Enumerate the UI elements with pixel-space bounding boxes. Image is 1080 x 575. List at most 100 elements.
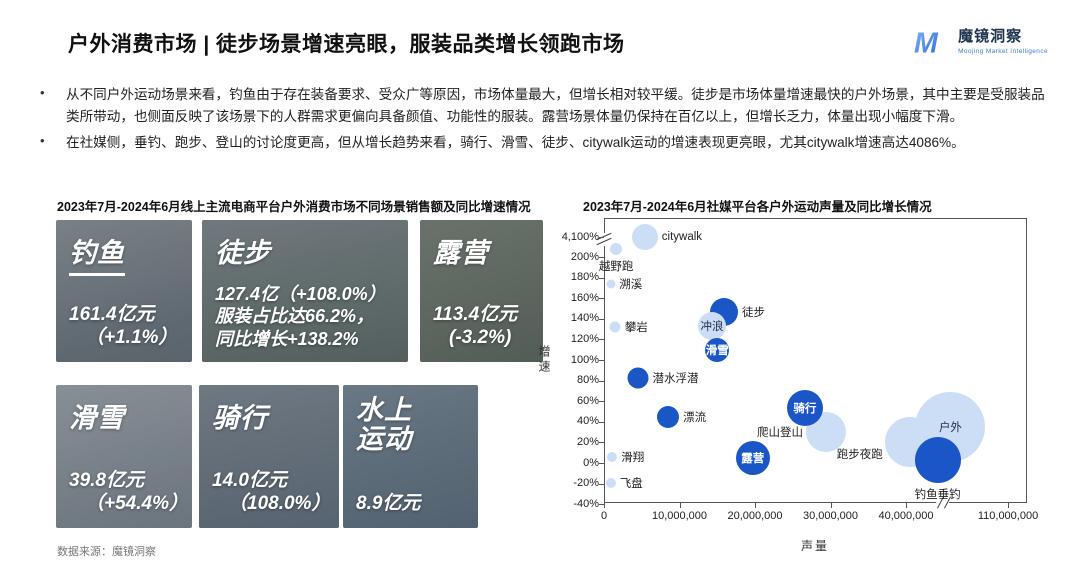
- card-title: 钓鱼: [69, 231, 125, 276]
- y-tick-mark: [599, 421, 604, 423]
- card-title: 滑雪: [69, 403, 125, 433]
- plot-area: [604, 218, 1027, 503]
- x-tick-label: 20,000,000: [727, 510, 783, 522]
- bubble: [606, 279, 616, 289]
- scene-card-fishing: 钓鱼 161.4亿元 （+1.1%）: [56, 220, 192, 362]
- y-tick-label: 4,100%: [561, 230, 599, 243]
- y-tick-mark: [599, 401, 604, 403]
- card-title: 骑行: [212, 403, 268, 433]
- y-tick-mark: [599, 463, 604, 464]
- card-metric-line: （+1.1%）: [85, 327, 178, 349]
- card-metric-line: 127.4亿（+108.0%）: [215, 283, 386, 304]
- card-overlay: [343, 385, 478, 528]
- bubble-label: 骑行: [793, 403, 817, 416]
- bubble: [914, 436, 961, 483]
- card-title: 水上运动: [356, 395, 412, 455]
- bubble-label: 溯溪: [619, 278, 643, 291]
- svg-text:M: M: [914, 27, 939, 58]
- card-metric-line: 服装占比达66.2%，: [215, 306, 375, 326]
- x-tick-label: 30,000,000: [802, 510, 859, 522]
- y-tick-label: 80%: [576, 374, 599, 387]
- card-title: 露营: [433, 238, 489, 268]
- bubble: [605, 477, 616, 488]
- bubble-label: 徒步: [742, 306, 766, 319]
- card-title: 徒步: [215, 238, 271, 268]
- y-tick-mark: [599, 277, 604, 279]
- bullet-item: • 在社媒侧，垂钓、跑步、登山的讨论度更高，但从增长趋势来看，骑行、滑雪、徒步、…: [40, 132, 1052, 154]
- x-axis-break: [934, 495, 952, 511]
- card-metric-line: 39.8亿元: [69, 469, 144, 491]
- y-tick-mark: [599, 380, 604, 382]
- bubble-label: 滑雪: [705, 344, 729, 357]
- bubble-label: 钓鱼垂钓: [914, 488, 961, 501]
- card-metric-line: 14.0亿元: [212, 469, 287, 491]
- bubble-label: 漂流: [683, 411, 707, 424]
- brand-logo: M 魔镜洞察 Moojing Market Intelligence: [913, 26, 1048, 58]
- y-tick-mark: [599, 318, 604, 320]
- y-tick-label: 120%: [570, 332, 599, 345]
- y-axis-break: [596, 232, 612, 246]
- card-overlay: [420, 220, 543, 362]
- bubble-label: 攀岩: [624, 322, 648, 335]
- page-title: 户外消费市场 | 徒步场景增速亮眼，服装品类增长领跑市场: [68, 33, 625, 56]
- x-tick-mark: [679, 503, 681, 508]
- y-tick-label: 40%: [576, 415, 599, 428]
- bubble-label: 滑翔: [621, 451, 645, 464]
- bullet-marker: •: [40, 85, 45, 100]
- bubble-label: 爬山登山: [756, 427, 803, 440]
- bubble: [657, 405, 680, 428]
- card-metric-line: 113.4亿元: [433, 303, 518, 325]
- y-tick-label: 20%: [576, 435, 599, 448]
- bubble: [609, 321, 621, 333]
- left-chart-title: 2023年7月-2024年6月线上主流电商平台户外消费市场不同场景销售额及同比增…: [57, 200, 531, 214]
- x-tick-mark: [906, 503, 907, 508]
- y-tick-mark: [599, 257, 604, 258]
- card-overlay: [56, 385, 192, 528]
- bullet-text: 从不同户外运动场景来看，钓鱼由于存在装备要求、受众广等原因，市场体量最大，但增长…: [66, 87, 1045, 125]
- scene-card-hiking: 徒步 127.4亿（+108.0%） 服装占比达66.2%， 同比增长+138.…: [202, 220, 408, 362]
- bullet-marker: •: [40, 132, 45, 148]
- card-metric-line: 8.9亿元: [356, 493, 421, 515]
- card-overlay: [202, 220, 408, 362]
- bubble-label: 越野跑: [598, 260, 634, 273]
- bubble-label: 露营: [741, 452, 765, 465]
- card-metric-line: (-3.2%): [449, 327, 512, 349]
- x-tick-label: 40,000,000: [878, 510, 934, 522]
- y-tick-mark: [599, 339, 604, 341]
- logo-m-icon: M: [914, 27, 939, 58]
- bullet-text: 在社媒侧，垂钓、跑步、登山的讨论度更高，但从增长趋势来看，骑行、滑雪、徒步、ci…: [66, 134, 965, 150]
- x-tick-mark: [755, 503, 756, 508]
- card-overlay: [199, 385, 339, 528]
- bubble-chart: 增速 声量 4,100% 200% 180% 160% 140% 120% 100% 80% 6…: [535, 210, 1080, 570]
- x-tick-label: 10,000,000: [651, 510, 708, 522]
- x-tick-mark: [604, 503, 605, 508]
- y-tick-label: 160%: [570, 291, 599, 304]
- bullet-item: • 从不同户外运动场景来看，钓鱼由于存在装备要求、受众广等原因，市场体量最大，但…: [40, 84, 1052, 129]
- bubble-label: 跑步夜跑: [836, 449, 883, 462]
- bubble: [697, 312, 726, 340]
- y-tick-label: 60%: [576, 394, 599, 407]
- y-tick-label: 0%: [583, 456, 599, 469]
- y-tick-label: -40%: [573, 497, 599, 510]
- y-tick-label: 100%: [570, 353, 599, 366]
- bubble-label: citywalk: [661, 231, 703, 243]
- bullet-list: • 从不同户外运动场景来看，钓鱼由于存在装备要求、受众广等原因，市场体量最大，但…: [40, 84, 1052, 157]
- scene-card-water-sports: 水上运动 8.9亿元: [343, 385, 478, 528]
- y-tick-label: 180%: [570, 271, 599, 284]
- bubble: [631, 224, 658, 250]
- x-tick-label: 110,000,000: [977, 510, 1039, 522]
- y-tick-label: 140%: [570, 312, 599, 325]
- x-tick-label: 0: [600, 510, 608, 522]
- y-tick-mark: [599, 237, 604, 238]
- y-axis-label: 增速: [537, 345, 551, 375]
- bubble: [705, 337, 730, 362]
- y-tick-mark: [599, 442, 604, 444]
- y-tick-mark: [599, 298, 604, 300]
- brand-name: 魔镜洞察: [958, 28, 1023, 46]
- y-tick-mark: [599, 360, 604, 361]
- bubble: [786, 390, 823, 427]
- card-overlay: [56, 220, 192, 362]
- card-metric-line: 161.4亿元: [69, 303, 155, 325]
- scene-card-camping: 露营 113.4亿元 (-3.2%): [420, 220, 543, 362]
- scene-card-cycling: 骑行 14.0亿元 （108.0%）: [199, 385, 339, 528]
